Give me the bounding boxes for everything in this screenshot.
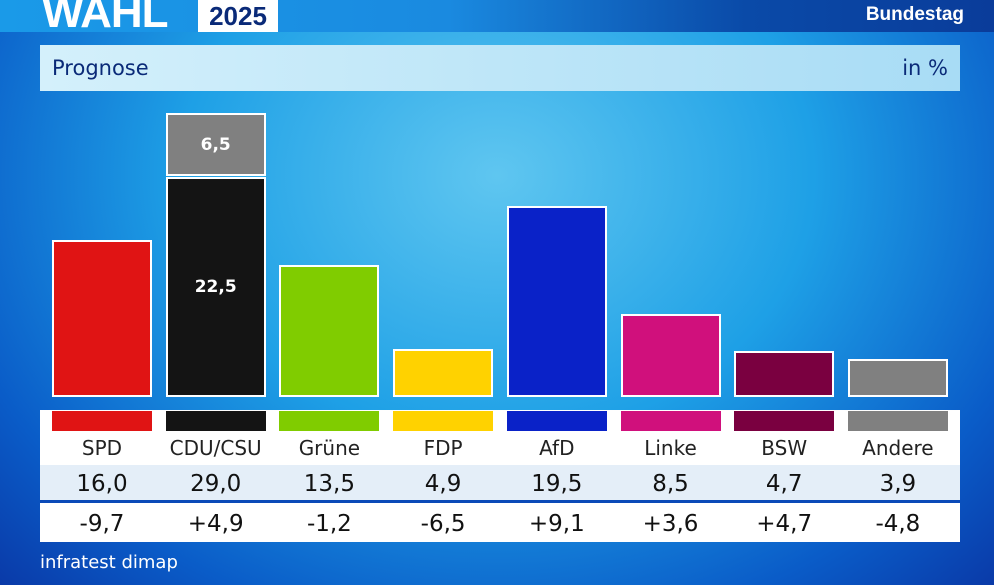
party-color-strip bbox=[506, 411, 607, 431]
bar-data-label: 22,5 bbox=[194, 276, 237, 297]
party-value: 16,0 bbox=[76, 471, 128, 497]
party-change: +4,7 bbox=[756, 511, 813, 537]
party-name: SPD bbox=[81, 436, 123, 460]
bar-data-label: 6,5 bbox=[200, 134, 231, 155]
logo-wahl: WAHL bbox=[42, 0, 169, 37]
party-column: AfD bbox=[506, 410, 607, 465]
party-color-strip bbox=[279, 411, 380, 431]
logo-year: 2025 bbox=[198, 0, 278, 32]
party-change: -6,5 bbox=[420, 511, 466, 537]
party-value: 3,9 bbox=[879, 471, 917, 497]
party-change: -9,7 bbox=[79, 511, 125, 537]
source-label: infratest dimap bbox=[40, 552, 178, 573]
bar-afd bbox=[506, 205, 607, 397]
party-change: +4,9 bbox=[187, 511, 244, 537]
party-column: Andere bbox=[847, 410, 948, 465]
party-color-strip bbox=[847, 411, 948, 431]
party-change: -1,2 bbox=[306, 511, 352, 537]
bar-csu: 6,5 bbox=[165, 112, 266, 177]
party-change: +9,1 bbox=[528, 511, 585, 537]
party-name: Andere bbox=[862, 436, 934, 460]
chart-title: Prognose bbox=[52, 56, 149, 80]
party-column: FDP bbox=[393, 410, 494, 465]
bar-fdp bbox=[393, 348, 494, 397]
party-value: 29,0 bbox=[190, 471, 242, 497]
party-color-strip bbox=[52, 411, 152, 431]
party-value: 4,9 bbox=[424, 471, 462, 497]
bar-bsw bbox=[734, 350, 835, 397]
party-value: 8,5 bbox=[652, 471, 689, 497]
party-column: Linke bbox=[620, 410, 721, 465]
party-name: Linke bbox=[644, 436, 697, 460]
bar-spd bbox=[52, 240, 152, 397]
party-column: CDU/CSU bbox=[165, 410, 266, 465]
party-value: 13,5 bbox=[303, 471, 355, 497]
party-name: AfD bbox=[539, 436, 575, 460]
party-name: BSW bbox=[761, 436, 808, 460]
unit-label: in % bbox=[902, 56, 948, 80]
party-name: FDP bbox=[423, 436, 463, 460]
values-row bbox=[40, 465, 960, 503]
channel-label: Bundestag bbox=[865, 4, 964, 25]
party-value: 4,7 bbox=[765, 471, 803, 497]
bar-linke bbox=[620, 313, 721, 397]
bar-cdu: 22,5 bbox=[165, 176, 266, 397]
chart-header: Prognose in % bbox=[40, 45, 960, 91]
party-change: +3,6 bbox=[642, 511, 699, 537]
party-color-strip bbox=[620, 411, 721, 431]
bar-grüne bbox=[279, 264, 380, 397]
party-name: Grüne bbox=[298, 436, 361, 460]
party-change: -4,8 bbox=[875, 511, 921, 537]
party-column: BSW bbox=[734, 410, 835, 465]
party-name: CDU/CSU bbox=[169, 436, 262, 460]
party-column: Grüne bbox=[279, 410, 380, 465]
party-color-strip bbox=[393, 411, 494, 431]
top-banner bbox=[0, 0, 994, 32]
party-column: SPD bbox=[52, 410, 152, 465]
party-value: 19,5 bbox=[531, 471, 583, 497]
results-table: SPD 16,0 -9,7 CDU/CSU 29,0 +4,9 Grüne 13,5 -1,2 F… bbox=[40, 410, 960, 542]
bar-andere bbox=[847, 358, 948, 397]
party-color-strip bbox=[165, 411, 266, 431]
party-color-strip bbox=[734, 411, 835, 431]
